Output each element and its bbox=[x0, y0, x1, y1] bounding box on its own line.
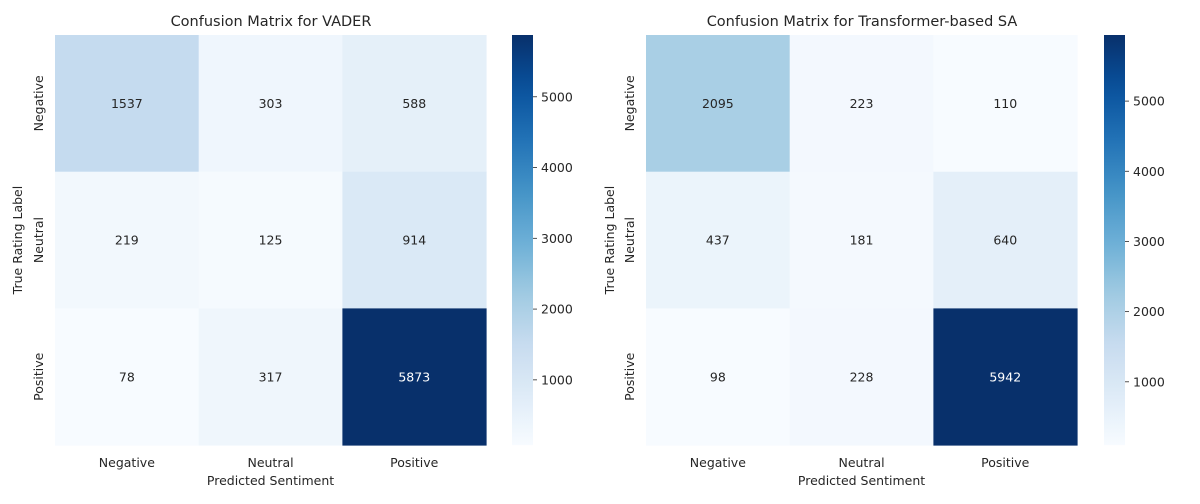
cell-value-label: 223 bbox=[850, 96, 874, 111]
cell-value-label: 588 bbox=[402, 96, 426, 111]
colorbar bbox=[512, 35, 533, 446]
colorbar-tick-label: 3000 bbox=[541, 231, 573, 246]
cell-value-label: 181 bbox=[850, 233, 874, 248]
x-tick-label: Positive bbox=[981, 455, 1029, 470]
heatmap-cell bbox=[646, 35, 791, 173]
heatmap-cell bbox=[933, 308, 1078, 446]
y-tick-label: Neutral bbox=[622, 217, 637, 263]
confusion-matrix-1: Confusion Matrix for VADER 1537 303 588 219 1… bbox=[10, 14, 573, 488]
y-tick-label: Positive bbox=[31, 352, 46, 400]
x-tick-label: Neutral bbox=[247, 455, 293, 470]
cell-value-label: 437 bbox=[706, 233, 730, 248]
heatmap-cell bbox=[789, 171, 934, 309]
colorbar-tick-label: 5000 bbox=[1133, 94, 1165, 109]
y-tick-label: Positive bbox=[622, 352, 637, 400]
cell-value-label: 219 bbox=[115, 233, 139, 248]
cell-value-label: 110 bbox=[993, 96, 1017, 111]
heatmap-cell bbox=[342, 35, 487, 173]
colorbar-tick-label: 2000 bbox=[1133, 304, 1165, 319]
heatmap-cell bbox=[933, 171, 1078, 309]
cell-value-label: 640 bbox=[993, 233, 1017, 248]
cell-value-label: 125 bbox=[259, 233, 283, 248]
chart-title: Confusion Matrix for Transformer-based S… bbox=[707, 14, 1018, 30]
cell-value-label: 1537 bbox=[111, 96, 143, 111]
heatmap-cell bbox=[789, 35, 934, 173]
colorbar-tick-label: 1000 bbox=[541, 372, 573, 387]
y-axis-label: True Rating Label bbox=[602, 186, 617, 296]
colorbar-tick-label: 3000 bbox=[1133, 234, 1165, 249]
heatmap-cell bbox=[789, 308, 934, 446]
heatmap-cell bbox=[646, 308, 791, 446]
colorbar-tick-label: 4000 bbox=[1133, 164, 1165, 179]
cell-value-label: 2095 bbox=[702, 96, 734, 111]
cell-value-label: 5942 bbox=[989, 369, 1021, 384]
cell-value-label: 303 bbox=[259, 96, 283, 111]
y-tick-label: Negative bbox=[31, 75, 46, 131]
heatmap-cell bbox=[646, 171, 791, 309]
colorbar-tick-label: 4000 bbox=[541, 160, 573, 175]
cell-value-label: 914 bbox=[402, 233, 426, 248]
x-tick-label: Positive bbox=[390, 455, 438, 470]
x-tick-label: Neutral bbox=[838, 455, 884, 470]
heatmap-cell bbox=[55, 171, 200, 309]
colorbar bbox=[1104, 35, 1125, 446]
y-tick-label: Negative bbox=[622, 75, 637, 131]
x-axis-label: Predicted Sentiment bbox=[207, 473, 334, 488]
heatmap-cell bbox=[198, 35, 343, 173]
chart-title: Confusion Matrix for VADER bbox=[171, 14, 372, 30]
heatmap-cell bbox=[342, 171, 487, 309]
cell-value-label: 78 bbox=[119, 369, 135, 384]
heatmap-cell bbox=[55, 35, 200, 173]
y-axis-label: True Rating Label bbox=[10, 186, 25, 296]
heatmap-cell bbox=[55, 308, 200, 446]
cell-value-label: 228 bbox=[850, 369, 874, 384]
colorbar-tick-label: 2000 bbox=[541, 302, 573, 317]
cell-value-label: 5873 bbox=[398, 369, 430, 384]
x-axis-label: Predicted Sentiment bbox=[798, 473, 925, 488]
heatmap-cell bbox=[198, 171, 343, 309]
colorbar-tick-label: 1000 bbox=[1133, 374, 1165, 389]
heatmap-cell bbox=[198, 308, 343, 446]
heatmap-cell bbox=[933, 35, 1078, 173]
heatmap-cell bbox=[342, 308, 487, 446]
x-tick-label: Negative bbox=[99, 455, 155, 470]
y-tick-label: Neutral bbox=[31, 217, 46, 263]
confusion-matrix-2: Confusion Matrix for Transformer-based S… bbox=[602, 14, 1165, 488]
cell-value-label: 98 bbox=[710, 369, 726, 384]
x-tick-label: Negative bbox=[690, 455, 746, 470]
cell-value-label: 317 bbox=[259, 369, 283, 384]
colorbar-tick-label: 5000 bbox=[541, 89, 573, 104]
